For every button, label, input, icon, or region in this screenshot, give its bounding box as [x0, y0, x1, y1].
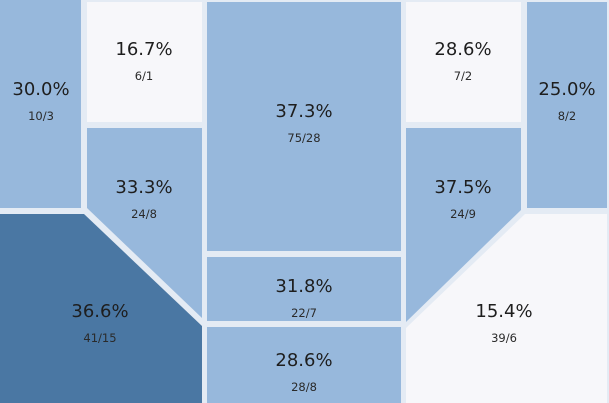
treemap-cell[interactable]: 37.3% 75/28	[207, 2, 401, 251]
treemap-cell[interactable]: 30.0% 10/3	[0, 0, 81, 208]
cell-percent-label: 37.5%	[434, 177, 491, 198]
cell-percent-label: 31.8%	[275, 276, 332, 297]
cell-shape	[406, 2, 521, 122]
cell-percent-label: 33.3%	[115, 177, 172, 198]
cell-shape	[406, 128, 521, 322]
cell-shape	[87, 2, 202, 122]
cell-shape	[87, 128, 202, 318]
cell-percent-label: 16.7%	[115, 39, 172, 60]
cell-ratio-label: 75/28	[287, 131, 320, 145]
cell-percent-label: 37.3%	[275, 101, 332, 122]
cell-ratio-label: 8/2	[558, 109, 577, 123]
cell-ratio-label: 7/2	[454, 69, 473, 83]
cell-ratio-label: 24/9	[450, 207, 476, 221]
treemap-cell[interactable]: 25.0% 8/2	[527, 2, 607, 208]
cell-shape	[207, 2, 401, 251]
treemap-cell[interactable]: 31.8% 22/7	[207, 257, 401, 321]
treemap-cell[interactable]: 33.3% 24/8	[87, 128, 202, 318]
cell-shape	[207, 257, 401, 321]
cell-percent-label: 30.0%	[12, 79, 69, 100]
treemap-cell[interactable]: 28.6% 7/2	[406, 2, 521, 122]
treemap-cell[interactable]: 36.6% 41/15	[0, 214, 202, 403]
cell-shape	[527, 2, 607, 208]
cell-ratio-label: 10/3	[28, 109, 54, 123]
cell-ratio-label: 6/1	[135, 69, 154, 83]
cell-shape	[0, 0, 81, 208]
cell-percent-label: 28.6%	[275, 350, 332, 371]
cell-ratio-label: 24/8	[131, 207, 157, 221]
cell-shape	[406, 214, 607, 403]
cell-ratio-label: 39/6	[491, 331, 517, 345]
cell-ratio-label: 28/8	[291, 380, 317, 394]
cell-percent-label: 36.6%	[71, 301, 128, 322]
cell-percent-label: 28.6%	[434, 39, 491, 60]
cell-shape	[207, 327, 401, 403]
cell-ratio-label: 41/15	[83, 331, 116, 345]
cell-percent-label: 25.0%	[538, 79, 595, 100]
cell-shape	[0, 214, 202, 403]
treemap-cell[interactable]: 37.5% 24/9	[406, 128, 521, 322]
cell-ratio-label: 22/7	[291, 306, 317, 320]
treemap-cell[interactable]: 28.6% 28/8	[207, 327, 401, 403]
treemap-cell[interactable]: 16.7% 6/1	[87, 2, 202, 122]
cell-percent-label: 15.4%	[475, 301, 532, 322]
treemap-cell[interactable]: 15.4% 39/6	[406, 214, 607, 403]
